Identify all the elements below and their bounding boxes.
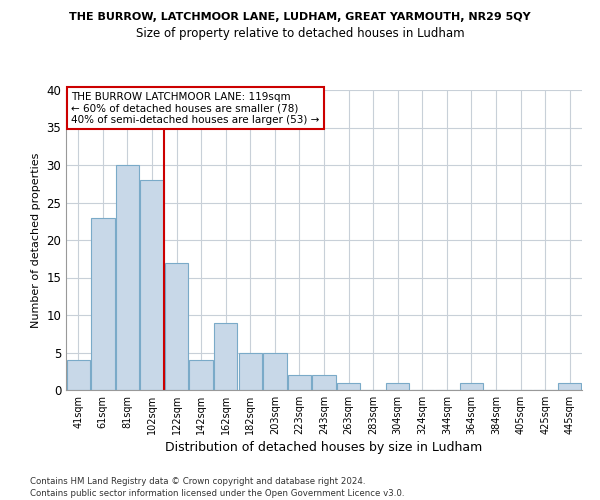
Bar [263,352,287,390]
X-axis label: Distribution of detached houses by size in Ludham: Distribution of detached houses by size … [166,441,482,454]
Bar [460,382,483,390]
Text: Size of property relative to detached houses in Ludham: Size of property relative to detached ho… [136,28,464,40]
Text: Contains public sector information licensed under the Open Government Licence v3: Contains public sector information licen… [30,489,404,498]
Bar [116,165,139,390]
Bar [165,262,188,390]
Bar [558,382,581,390]
Bar [91,218,115,390]
Bar [313,375,335,390]
Bar [239,352,262,390]
Text: THE BURROW, LATCHMOOR LANE, LUDHAM, GREAT YARMOUTH, NR29 5QY: THE BURROW, LATCHMOOR LANE, LUDHAM, GREA… [69,12,531,22]
Bar [288,375,311,390]
Bar [67,360,90,390]
Bar [190,360,213,390]
Bar [214,322,238,390]
Bar [140,180,164,390]
Bar [337,382,360,390]
Text: THE BURROW LATCHMOOR LANE: 119sqm
← 60% of detached houses are smaller (78)
40% : THE BURROW LATCHMOOR LANE: 119sqm ← 60% … [71,92,320,124]
Bar [386,382,409,390]
Y-axis label: Number of detached properties: Number of detached properties [31,152,41,328]
Text: Contains HM Land Registry data © Crown copyright and database right 2024.: Contains HM Land Registry data © Crown c… [30,478,365,486]
